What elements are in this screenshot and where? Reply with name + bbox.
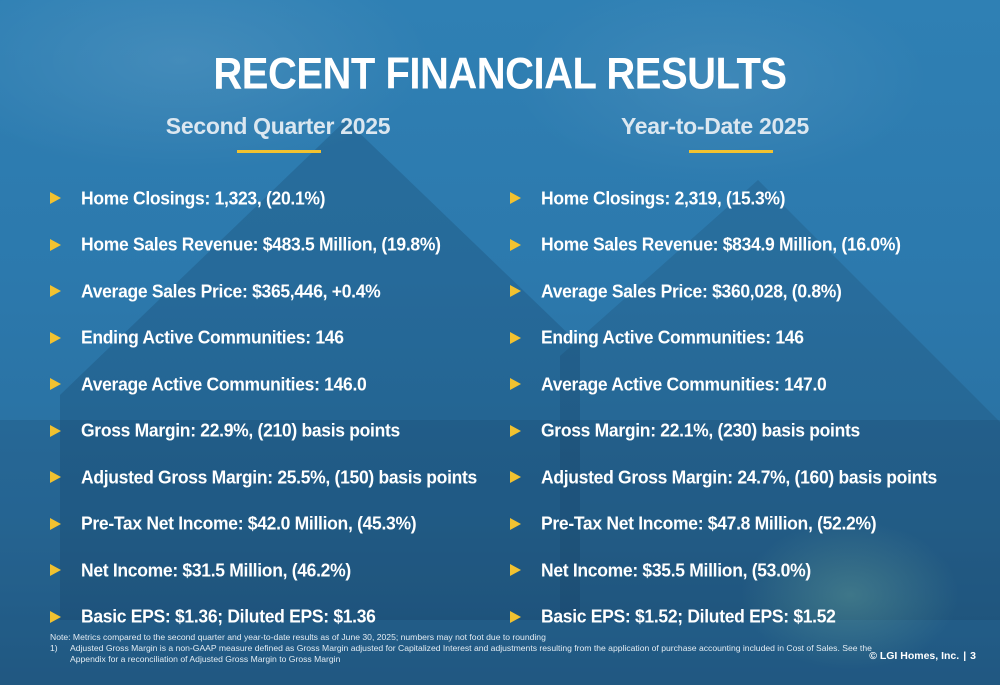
right-column-heading: Year-to-Date 2025 xyxy=(621,113,809,139)
list-item: Home Sales Revenue: $834.9 Million, (16.… xyxy=(510,222,937,269)
list-item-text: Home Closings: 2,319, (15.3%) xyxy=(541,186,786,209)
background-light-glow xyxy=(740,520,960,670)
list-item-text: Net Income: $35.5 Million, (53.0%) xyxy=(541,558,811,581)
triangle-right-icon xyxy=(510,610,521,623)
triangle-right-icon xyxy=(510,192,521,205)
triangle-right-icon xyxy=(510,285,521,298)
list-item-text: Pre-Tax Net Income: $47.8 Million, (52.2… xyxy=(541,512,877,535)
triangle-right-icon xyxy=(510,424,521,437)
list-item: Average Active Communities: 146.0 xyxy=(50,361,477,408)
footnote-note: Note: Metrics compared to the second qua… xyxy=(50,632,546,642)
triangle-right-icon xyxy=(50,285,61,298)
list-item-text: Average Sales Price: $360,028, (0.8%) xyxy=(541,279,842,302)
list-item-text: Ending Active Communities: 146 xyxy=(81,326,344,349)
list-item: Basic EPS: $1.52; Diluted EPS: $1.52 xyxy=(510,594,937,641)
triangle-right-icon xyxy=(510,238,521,251)
triangle-right-icon xyxy=(50,424,61,437)
footer-separator: | xyxy=(963,650,967,662)
list-item-text: Home Closings: 1,323, (20.1%) xyxy=(81,186,326,209)
list-item: Average Sales Price: $360,028, (0.8%) xyxy=(510,268,937,315)
list-item: Home Sales Revenue: $483.5 Million, (19.… xyxy=(50,222,477,269)
list-item: Net Income: $35.5 Million, (53.0%) xyxy=(510,547,937,594)
page-title: RECENT FINANCIAL RESULTS xyxy=(213,49,787,99)
triangle-right-icon xyxy=(50,471,61,484)
list-item: Ending Active Communities: 146 xyxy=(510,315,937,362)
page-number: 3 xyxy=(970,650,976,662)
list-item-text: Gross Margin: 22.9%, (210) basis points xyxy=(81,419,400,442)
list-item: Ending Active Communities: 146 xyxy=(50,315,477,362)
triangle-right-icon xyxy=(50,517,61,530)
list-item-text: Ending Active Communities: 146 xyxy=(541,326,804,349)
left-column-heading: Second Quarter 2025 xyxy=(165,113,391,139)
list-item-text: Home Sales Revenue: $834.9 Million, (16.… xyxy=(541,233,901,256)
right-results-list: Home Closings: 2,319, (15.3%) Home Sales… xyxy=(510,175,937,640)
triangle-right-icon xyxy=(50,378,61,391)
background-house-wall xyxy=(0,420,1000,685)
footnote-number: 1) xyxy=(50,643,58,653)
list-item: Net Income: $31.5 Million, (46.2%) xyxy=(50,547,477,594)
footnotes: Note: Metrics compared to the second qua… xyxy=(50,632,880,665)
copyright-text: © LGI Homes, Inc. xyxy=(869,650,960,662)
triangle-right-icon xyxy=(50,192,61,205)
list-item-text: Net Income: $31.5 Million, (46.2%) xyxy=(81,558,351,581)
triangle-right-icon xyxy=(510,331,521,344)
list-item: Adjusted Gross Margin: 25.5%, (150) basi… xyxy=(50,454,477,501)
list-item: Average Active Communities: 147.0 xyxy=(510,361,937,408)
triangle-right-icon xyxy=(50,331,61,344)
list-item-text: Basic EPS: $1.36; Diluted EPS: $1.36 xyxy=(81,605,376,628)
list-item: Gross Margin: 22.1%, (230) basis points xyxy=(510,408,937,455)
list-item-text: Gross Margin: 22.1%, (230) basis points xyxy=(541,419,860,442)
list-item-text: Average Sales Price: $365,446, +0.4% xyxy=(81,279,381,302)
list-item-text: Pre-Tax Net Income: $42.0 Million, (45.3… xyxy=(81,512,417,535)
list-item-text: Home Sales Revenue: $483.5 Million, (19.… xyxy=(81,233,441,256)
list-item: Basic EPS: $1.36; Diluted EPS: $1.36 xyxy=(50,594,477,641)
list-item-text: Adjusted Gross Margin: 24.7%, (160) basi… xyxy=(541,465,937,488)
list-item: Gross Margin: 22.9%, (210) basis points xyxy=(50,408,477,455)
footnote-text: Adjusted Gross Margin is a non-GAAP meas… xyxy=(70,643,872,664)
triangle-right-icon xyxy=(50,610,61,623)
list-item: Adjusted Gross Margin: 24.7%, (160) basi… xyxy=(510,454,937,501)
triangle-right-icon xyxy=(510,378,521,391)
left-heading-underline xyxy=(237,150,321,153)
list-item: Pre-Tax Net Income: $47.8 Million, (52.2… xyxy=(510,501,937,548)
triangle-right-icon xyxy=(510,564,521,577)
footer: © LGI Homes, Inc. | 3 xyxy=(869,650,976,662)
triangle-right-icon xyxy=(510,471,521,484)
right-heading-underline xyxy=(689,150,773,153)
list-item-text: Average Active Communities: 147.0 xyxy=(541,372,827,395)
list-item-text: Basic EPS: $1.52; Diluted EPS: $1.52 xyxy=(541,605,836,628)
list-item: Home Closings: 1,323, (20.1%) xyxy=(50,175,477,222)
left-results-list: Home Closings: 1,323, (20.1%) Home Sales… xyxy=(50,175,477,640)
footnote-item: 1) Adjusted Gross Margin is a non-GAAP m… xyxy=(50,643,880,665)
list-item-text: Average Active Communities: 146.0 xyxy=(81,372,367,395)
triangle-right-icon xyxy=(50,238,61,251)
list-item: Pre-Tax Net Income: $42.0 Million, (45.3… xyxy=(50,501,477,548)
triangle-right-icon xyxy=(50,564,61,577)
triangle-right-icon xyxy=(510,517,521,530)
list-item-text: Adjusted Gross Margin: 25.5%, (150) basi… xyxy=(81,465,477,488)
list-item: Average Sales Price: $365,446, +0.4% xyxy=(50,268,477,315)
list-item: Home Closings: 2,319, (15.3%) xyxy=(510,175,937,222)
